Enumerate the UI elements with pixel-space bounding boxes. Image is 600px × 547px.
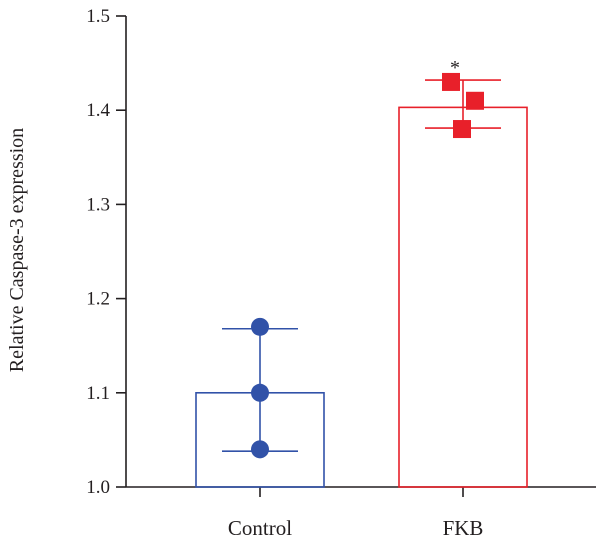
data-point bbox=[251, 383, 269, 402]
y-tick-label: 1.1 bbox=[86, 383, 110, 404]
x-tick-label: Control bbox=[228, 516, 292, 540]
bar-fkb bbox=[398, 106, 528, 488]
significance-marker: * bbox=[450, 57, 460, 79]
data-point bbox=[453, 120, 471, 139]
axes bbox=[116, 15, 596, 497]
x-tick-label: FKB bbox=[443, 516, 484, 540]
data-point bbox=[442, 72, 460, 91]
y-tick-label: 1.4 bbox=[86, 100, 110, 121]
data-point bbox=[251, 440, 269, 459]
data-point bbox=[251, 317, 269, 336]
y-tick-label: 1.0 bbox=[86, 477, 110, 498]
bars bbox=[195, 106, 528, 488]
data-point bbox=[466, 91, 484, 110]
y-tick-label: 1.3 bbox=[86, 194, 110, 215]
y-tick-label: 1.5 bbox=[86, 6, 110, 27]
y-axis-title: Relative Caspase-3 expression bbox=[6, 128, 28, 372]
data-points bbox=[251, 72, 484, 459]
labels: 1.0 1.1 1.2 1.3 1.4 1.5 Control FKB * bbox=[86, 6, 483, 540]
y-tick-label: 1.2 bbox=[86, 289, 110, 310]
